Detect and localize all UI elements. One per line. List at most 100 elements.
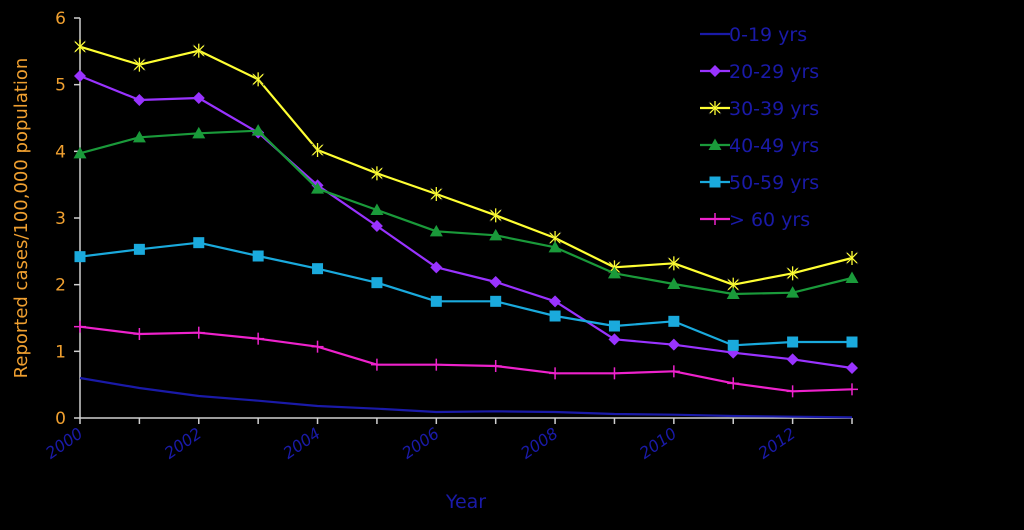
data-point xyxy=(192,92,205,104)
x-tick-label: 2002 xyxy=(161,424,205,463)
data-point xyxy=(252,332,265,345)
series-line xyxy=(79,129,853,296)
data-point xyxy=(370,166,384,181)
data-point xyxy=(370,203,384,215)
legend-marker xyxy=(709,176,721,188)
legend-label: > 60 yrs xyxy=(729,209,810,231)
x-tick-label: 2008 xyxy=(517,424,561,463)
legend-marker xyxy=(709,65,721,77)
data-point xyxy=(549,310,561,322)
data-point xyxy=(786,286,800,298)
legend: 0-19 yrs 20-29 yrs 30-39 yrs 40-49 yrs 50-59… xyxy=(700,24,819,231)
x-tick-label: 2006 xyxy=(398,424,442,463)
legend-marker xyxy=(709,213,721,225)
data-point xyxy=(787,336,799,348)
y-tick-label: 4 xyxy=(55,142,66,162)
legend-label: 40-49 yrs xyxy=(729,135,819,157)
data-point xyxy=(489,360,502,372)
data-point xyxy=(311,340,324,353)
data-point xyxy=(845,251,859,265)
data-point xyxy=(845,271,859,283)
data-point xyxy=(430,295,442,307)
data-point xyxy=(608,320,620,332)
legend-label: 50-59 yrs xyxy=(729,172,819,194)
series-line xyxy=(79,376,853,419)
data-point xyxy=(786,353,799,366)
data-point xyxy=(74,251,86,263)
data-point xyxy=(192,126,206,139)
data-point xyxy=(371,277,383,289)
legend-item: 30-39 yrs xyxy=(700,98,819,120)
legend-item: 20-29 yrs xyxy=(700,61,819,83)
legend-marker xyxy=(708,101,722,115)
data-point xyxy=(430,358,443,371)
legend-item: > 60 yrs xyxy=(700,209,810,231)
data-point xyxy=(370,358,383,371)
y-tick-label: 0 xyxy=(55,409,66,429)
data-point xyxy=(429,187,443,201)
data-point xyxy=(311,182,325,194)
data-point xyxy=(668,315,680,327)
data-point xyxy=(549,367,562,380)
data-point xyxy=(312,263,324,275)
data-point xyxy=(73,39,87,54)
data-point xyxy=(726,277,740,292)
y-axis-title: Reported cases/100,000 population xyxy=(11,58,32,379)
data-point xyxy=(667,365,680,378)
data-point xyxy=(608,367,621,380)
data-point xyxy=(846,336,858,348)
data-point xyxy=(548,231,562,245)
data-point xyxy=(251,72,265,87)
series-line xyxy=(79,45,853,286)
data-point xyxy=(549,295,562,308)
x-axis-title: Year xyxy=(445,491,486,513)
series-6 xyxy=(74,320,858,398)
x-tick-label: 2010 xyxy=(636,424,680,463)
data-point xyxy=(193,237,205,249)
legend-marker xyxy=(708,138,722,150)
series-layer xyxy=(73,39,859,419)
data-point xyxy=(133,243,145,255)
data-point xyxy=(667,277,681,289)
data-point xyxy=(667,256,681,271)
data-point xyxy=(429,224,443,237)
data-point xyxy=(846,383,858,396)
data-point xyxy=(727,377,740,390)
data-point xyxy=(252,250,264,262)
y-tick-label: 2 xyxy=(55,276,66,296)
data-point xyxy=(132,57,146,72)
series-line xyxy=(79,325,853,393)
data-point xyxy=(430,261,443,274)
data-point xyxy=(74,320,86,333)
y-tick-label: 6 xyxy=(55,9,66,29)
data-point xyxy=(192,43,206,58)
data-point xyxy=(489,276,502,288)
data-point xyxy=(489,228,503,241)
series-4 xyxy=(73,124,859,299)
data-point xyxy=(608,333,621,346)
data-point xyxy=(489,208,503,223)
data-point xyxy=(73,146,87,159)
data-point xyxy=(251,124,265,136)
legend-item: 0-19 yrs xyxy=(700,24,807,46)
series-line xyxy=(79,241,852,347)
legend-label: 20-29 yrs xyxy=(729,61,819,83)
legend-item: 50-59 yrs xyxy=(700,172,819,194)
series-5 xyxy=(74,237,858,351)
x-tick-label: 2000 xyxy=(42,424,86,463)
data-point xyxy=(667,338,680,351)
data-point xyxy=(548,240,562,253)
data-point xyxy=(727,339,739,351)
series-1 xyxy=(79,376,853,419)
legend-item: 40-49 yrs xyxy=(700,135,819,157)
series-line xyxy=(79,74,853,370)
y-tick-label: 5 xyxy=(55,76,66,96)
x-tick-label: 2004 xyxy=(280,424,324,463)
legend-label: 30-39 yrs xyxy=(729,98,819,120)
data-point xyxy=(192,326,205,339)
data-point xyxy=(726,287,740,299)
y-tick-label: 1 xyxy=(55,342,66,362)
legend-label: 0-19 yrs xyxy=(729,24,807,46)
data-point xyxy=(607,266,621,279)
y-tick-label: 3 xyxy=(55,209,66,229)
